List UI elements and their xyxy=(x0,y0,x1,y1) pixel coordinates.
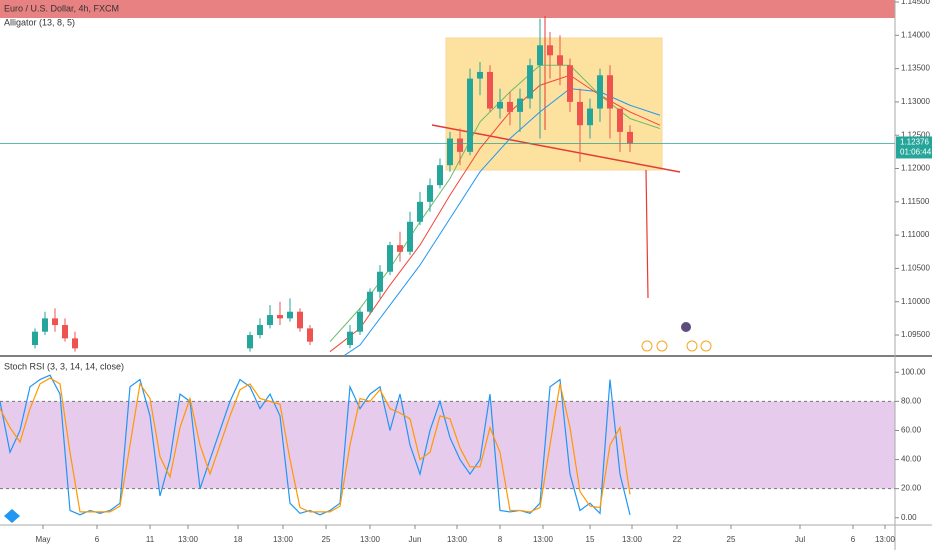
candle-body xyxy=(297,311,303,329)
candle-body xyxy=(387,245,393,272)
candle-body xyxy=(597,75,603,109)
alligator-line xyxy=(329,64,661,343)
x-tick-label: 18 xyxy=(234,535,243,544)
event-icons xyxy=(641,322,712,352)
x-tick-label: 13:00 xyxy=(360,535,381,544)
trend-line xyxy=(431,124,681,173)
y-tick-label: 1.09500 xyxy=(901,330,930,339)
candle-body xyxy=(577,101,583,126)
x-tick-label: 13:00 xyxy=(273,535,294,544)
candle-body xyxy=(367,291,373,312)
candle-body xyxy=(407,221,413,252)
x-tick-label: 6 xyxy=(851,535,856,544)
projection-line xyxy=(645,169,649,299)
candle-body xyxy=(587,108,593,126)
candle-body xyxy=(377,271,383,292)
x-tick-label: 6 xyxy=(95,535,100,544)
candle-body xyxy=(497,101,503,109)
x-tick-label: 22 xyxy=(673,535,682,544)
candle-body xyxy=(627,131,633,144)
candle-body xyxy=(62,325,68,339)
band xyxy=(0,401,895,489)
indicator-label: Alligator (13, 8, 5) xyxy=(4,17,75,27)
y-tick-label: 80.00 xyxy=(901,396,922,405)
candle-body xyxy=(287,311,293,319)
candle-body xyxy=(437,165,443,186)
y-tick-label: 1.11500 xyxy=(901,197,930,206)
candle-body xyxy=(257,325,263,336)
candle-body xyxy=(617,108,623,132)
resistance-zone xyxy=(0,0,895,18)
candle-body xyxy=(267,315,273,326)
x-tick-label: 13:00 xyxy=(622,535,643,544)
y-tick-label: 0.00 xyxy=(901,513,917,522)
logo xyxy=(4,509,20,523)
y-tick-label: 20.00 xyxy=(901,484,922,493)
x-tick-label: 15 xyxy=(586,535,595,544)
y-tick-label: 60.00 xyxy=(901,426,922,435)
candle-body xyxy=(457,138,463,152)
candle-body xyxy=(567,65,573,102)
y-tick-label: 1.14000 xyxy=(901,30,930,39)
stoch-line xyxy=(0,377,631,513)
y-tick-label: 1.14500 xyxy=(901,0,930,6)
candle-body xyxy=(427,185,433,202)
alligator-line xyxy=(344,88,661,355)
y-tick-label: 1.10000 xyxy=(901,297,930,306)
candle-body xyxy=(537,45,543,66)
candle-body xyxy=(42,318,48,332)
y-tick-label: 40.00 xyxy=(901,455,922,464)
candle-body xyxy=(517,98,523,112)
x-tick-label: 11 xyxy=(146,535,155,544)
x-tick-label: May xyxy=(35,535,50,544)
y-tick-label: 1.12500 xyxy=(901,130,930,139)
alligator-line xyxy=(329,74,661,353)
candle-body xyxy=(507,101,513,112)
candle-body xyxy=(277,315,283,319)
candle-body xyxy=(477,71,483,79)
x-tick-label: Jul xyxy=(795,535,805,544)
y-tick-label: 1.13000 xyxy=(901,97,930,106)
candle-body xyxy=(467,78,473,152)
x-tick-label: 25 xyxy=(322,535,331,544)
price-tag xyxy=(896,136,932,159)
y-tick-label: 1.12000 xyxy=(901,164,930,173)
candle-body xyxy=(347,331,353,346)
price-tag-label: 1.12376 xyxy=(900,138,929,147)
price-pane xyxy=(0,0,895,355)
x-tick-label: 25 xyxy=(727,535,736,544)
y-tick-label: 1.11000 xyxy=(901,230,930,239)
candle-body xyxy=(447,138,453,166)
x-tick-label: Jun xyxy=(409,535,422,544)
candle-body xyxy=(72,338,78,349)
x-tick-label: 13:00 xyxy=(533,535,554,544)
candle-body xyxy=(527,65,533,99)
stoch-pane xyxy=(0,374,895,516)
candle-body xyxy=(547,45,553,56)
candle-body xyxy=(487,71,493,109)
x-tick-label: 13:00 xyxy=(447,535,468,544)
x-tick-label: 13:00 xyxy=(875,535,896,544)
y-tick-label: 1.13500 xyxy=(901,64,930,73)
candle-body xyxy=(607,75,613,109)
indicator-label: Stoch RSI (3, 3, 14, 14, close) xyxy=(4,361,124,371)
y-tick-label: 1.10500 xyxy=(901,264,930,273)
countdown-label: 01:06:44 xyxy=(900,148,932,157)
chart-title: Euro / U.S. Dollar, 4h, FXCM xyxy=(4,3,119,13)
candle-body xyxy=(52,318,58,326)
y-tick-label: 100.00 xyxy=(901,367,926,376)
candle-body xyxy=(397,245,403,252)
candle-body xyxy=(557,55,563,66)
candle-body xyxy=(32,331,38,346)
candle-body xyxy=(247,335,253,349)
x-tick-label: 13:00 xyxy=(178,535,199,544)
candle-body xyxy=(307,328,313,342)
candle-body xyxy=(417,201,423,222)
candle-body xyxy=(357,311,363,332)
x-tick-label: 8 xyxy=(498,535,503,544)
